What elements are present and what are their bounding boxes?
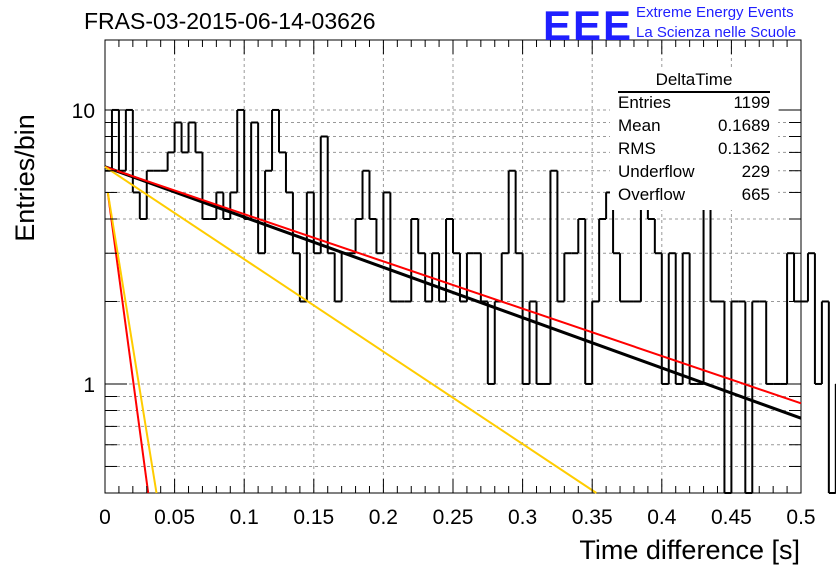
x-tick-labels: 0 0.05 0.1 0.15 0.2 0.25 0.3 0.35 0.4 0.45 0.5 [99,506,815,529]
fit-curve [104,165,802,420]
run-title: FRAS-03-2015-06-14-03626 [84,8,376,34]
x-tick-label: 0.2 [369,506,398,529]
stats-title: DeltaTime [655,70,733,89]
stats-value: 665 [741,185,770,204]
stats-value: 229 [741,162,770,181]
stats-label: RMS [618,139,656,158]
stats-label: Mean [618,116,661,135]
stats-value: 0.1689 [718,116,770,135]
eee-logo: EEE [543,2,634,49]
x-tick-label: 0.3 [508,506,537,529]
y-tick-label: 10 [72,100,95,123]
stats-value: 1199 [733,93,770,112]
x-axis-label: Time difference [s] [579,535,800,565]
y-tick-labels: 1 10 [72,100,95,397]
stats-divider [618,91,770,93]
fit-curves [104,165,802,494]
x-tick-label: 0.15 [293,506,334,529]
grid-lines [105,40,801,493]
stats-row-rms: RMS 0.1362 [618,139,770,161]
stats-row-mean: Mean 0.1689 [618,116,770,138]
x-tick-label: 0.25 [433,506,474,529]
fit-curve [106,192,158,494]
x-tick-label: 0.4 [647,506,677,529]
y-axis-label: Entries/bin [10,114,40,242]
stats-row-entries: Entries 1199 [618,93,770,115]
fit-curve [106,192,150,494]
stats-row-underflow: Underflow 229 [618,162,770,184]
fit-curve [104,165,802,405]
x-tick-label: 0 [99,506,111,529]
fit-curve [104,165,597,494]
stats-label: Entries [618,93,671,112]
stats-row-overflow: Overflow 665 [618,185,770,207]
stats-label: Underflow [618,162,695,181]
stats-label: Overflow [618,185,686,204]
stats-value: 0.1362 [718,139,770,158]
x-tick-label: 0.05 [154,506,195,529]
logo-line-1: Extreme Energy Events [636,4,794,21]
y-tick-label: 1 [83,374,95,397]
x-tick-label: 0.45 [711,506,752,529]
x-tick-label: 0.1 [230,506,259,529]
logo-line-2: La Scienza nelle Scuole [636,24,797,41]
x-tick-label: 0.35 [572,506,613,529]
axis-ticks [104,40,802,493]
x-tick-label: 0.5 [786,506,815,529]
stats-box: DeltaTime Entries 1199 Mean 0.1689 RMS 0… [610,70,778,210]
